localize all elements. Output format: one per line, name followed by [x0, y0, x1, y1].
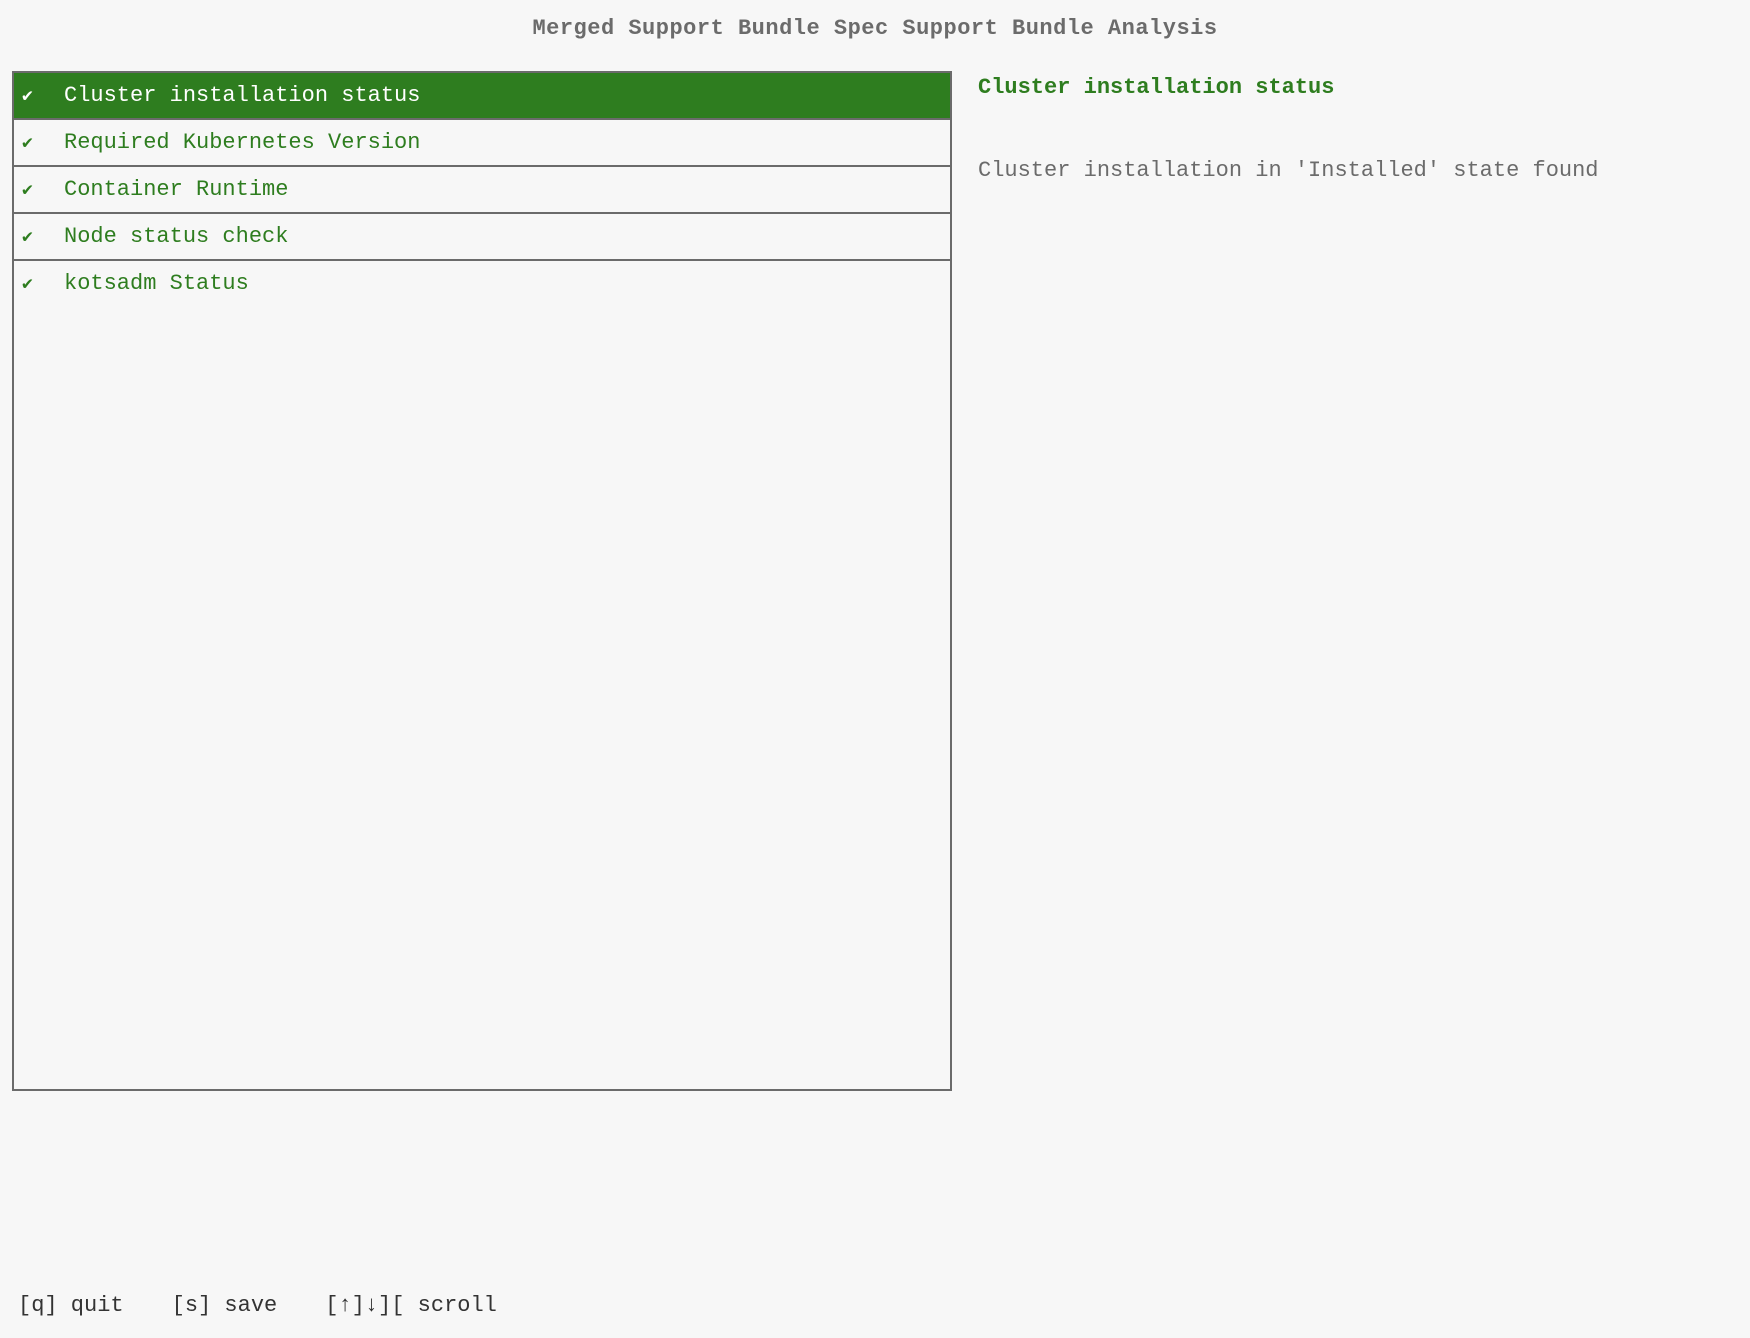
main-container: ✔ Cluster installation status ✔ Required… [0, 71, 1750, 1091]
detail-body: Cluster installation in 'Installed' stat… [978, 158, 1738, 183]
page-title: Merged Support Bundle Spec Support Bundl… [532, 16, 1217, 41]
check-icon: ✔ [22, 179, 64, 201]
list-item-container-runtime[interactable]: ✔ Container Runtime [14, 167, 950, 214]
list-item-label: kotsadm Status [64, 271, 249, 296]
detail-panel: Cluster installation status Cluster inst… [978, 71, 1738, 1091]
list-item-kotsadm-status[interactable]: ✔ kotsadm Status [14, 261, 950, 306]
check-icon: ✔ [22, 226, 64, 248]
detail-title: Cluster installation status [978, 75, 1738, 100]
list-item-required-kubernetes-version[interactable]: ✔ Required Kubernetes Version [14, 120, 950, 167]
hint-scroll: [↑]↓][ scroll [325, 1293, 497, 1318]
check-icon: ✔ [22, 85, 64, 107]
hint-quit: [q] quit [18, 1293, 124, 1318]
list-item-label: Cluster installation status [64, 83, 420, 108]
list-item-label: Required Kubernetes Version [64, 130, 420, 155]
list-item-cluster-installation-status[interactable]: ✔ Cluster installation status [14, 73, 950, 120]
check-icon: ✔ [22, 273, 64, 295]
header: Merged Support Bundle Spec Support Bundl… [0, 0, 1750, 71]
list-item-label: Container Runtime [64, 177, 288, 202]
analysis-list-panel[interactable]: ✔ Cluster installation status ✔ Required… [12, 71, 952, 1091]
hint-save: [s] save [172, 1293, 278, 1318]
list-item-node-status-check[interactable]: ✔ Node status check [14, 214, 950, 261]
list-item-label: Node status check [64, 224, 288, 249]
check-icon: ✔ [22, 132, 64, 154]
footer-hints: [q] quit [s] save [↑]↓][ scroll [18, 1293, 497, 1318]
